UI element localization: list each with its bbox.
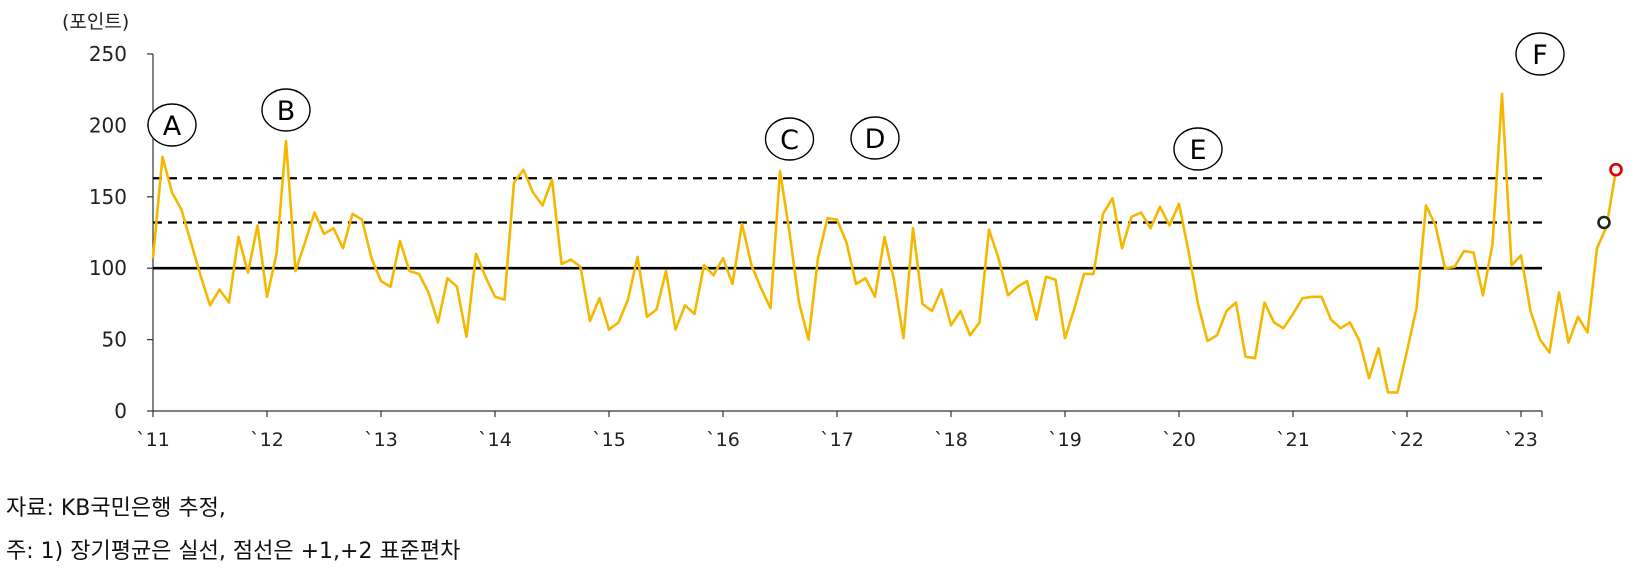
x-tick-label: `18 [934, 429, 968, 451]
annotation-circle [1173, 127, 1223, 171]
x-tick-label: `12 [250, 429, 284, 451]
annotation-circle [261, 88, 311, 132]
annotation-circle [147, 103, 197, 147]
annotation-circle [1515, 32, 1565, 76]
x-tick-label: `17 [820, 429, 854, 451]
y-unit-label: (포인트) [62, 11, 129, 33]
annotation-label: A [163, 111, 182, 142]
annotation-circle [850, 116, 900, 160]
y-tick-label: 100 [89, 256, 127, 280]
end-marker [1609, 162, 1623, 177]
annotation-label: C [780, 125, 799, 156]
end-marker [1597, 215, 1611, 230]
x-tick-label: `19 [1048, 429, 1082, 451]
y-tick-label: 200 [89, 113, 127, 137]
x-tick-label: `21 [1276, 429, 1310, 451]
chart: 0 50 100 150 200 250 (포인트) `11 `12 `13 `14 `15 `16 `1… [62, 11, 1623, 451]
source-note: 자료: KB국민은행 추정, [6, 496, 226, 521]
footnote: 주: 1) 장기평균은 실선, 점선은 +1,+2 표준편차 [6, 539, 461, 564]
annotation-label: F [1532, 40, 1548, 71]
x-tick-label: `23 [1504, 429, 1538, 451]
y-tick-label: 250 [89, 42, 127, 66]
y-tick-label: 50 [102, 328, 127, 352]
x-tick-label: `20 [1162, 429, 1196, 451]
x-tick-label: `22 [1390, 429, 1424, 451]
annotation-label: B [277, 96, 296, 127]
annotation-label: E [1189, 135, 1206, 166]
y-tick-label: 150 [89, 185, 127, 209]
annotation-circle [764, 117, 815, 161]
annotation-label: D [865, 124, 886, 155]
x-tick-label: `13 [364, 429, 398, 451]
y-tick-label: 0 [114, 399, 127, 423]
series-line [151, 92, 1618, 394]
x-tick-label: `14 [478, 429, 512, 451]
x-tick-label: `11 [136, 429, 170, 451]
x-tick-label: `15 [592, 429, 626, 451]
x-tick-label: `16 [706, 429, 740, 451]
